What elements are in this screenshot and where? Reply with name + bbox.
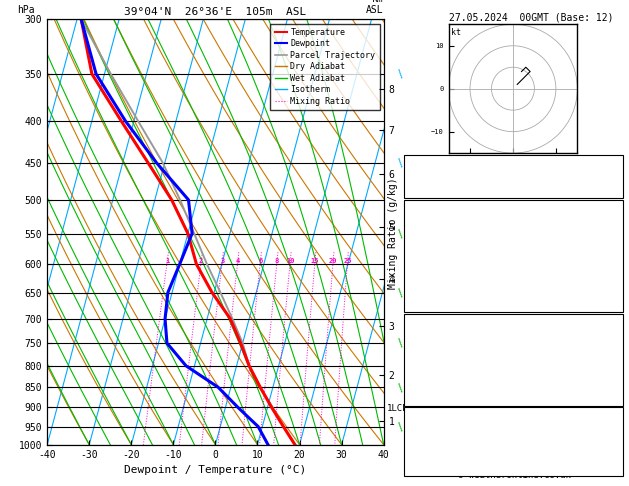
Text: 2: 2	[199, 258, 203, 264]
Text: 27.05.2024  00GMT (Base: 12): 27.05.2024 00GMT (Base: 12)	[449, 12, 614, 22]
Text: CAPE (J): CAPE (J)	[409, 269, 457, 279]
Text: 2: 2	[611, 255, 616, 265]
Text: © weatheronline.co.uk: © weatheronline.co.uk	[459, 471, 571, 480]
Text: 8: 8	[275, 258, 279, 264]
Text: 74°: 74°	[599, 449, 616, 459]
Text: Lifted Index: Lifted Index	[409, 356, 480, 366]
Text: 1.82: 1.82	[593, 185, 616, 195]
Text: kt: kt	[451, 28, 461, 37]
X-axis label: Dewpoint / Temperature (°C): Dewpoint / Temperature (°C)	[125, 465, 306, 475]
Text: 15: 15	[311, 258, 320, 264]
Text: 0: 0	[611, 370, 616, 380]
Text: CIN (J): CIN (J)	[409, 282, 450, 293]
Text: 11: 11	[604, 435, 616, 446]
Text: 20: 20	[329, 258, 337, 264]
Text: Hodograph: Hodograph	[487, 409, 540, 419]
Text: Totals Totals: Totals Totals	[409, 171, 486, 181]
Text: 3: 3	[220, 258, 225, 264]
Text: Surface: Surface	[493, 201, 534, 211]
Text: Pressure (mb): Pressure (mb)	[409, 329, 486, 339]
Text: 20: 20	[604, 157, 616, 168]
Text: 16: 16	[604, 422, 616, 432]
Text: 2: 2	[611, 356, 616, 366]
Text: StmDir: StmDir	[409, 449, 445, 459]
Text: 1000: 1000	[593, 329, 616, 339]
Text: /: /	[396, 156, 407, 169]
Text: PW (cm): PW (cm)	[409, 185, 450, 195]
Text: Lifted Index: Lifted Index	[409, 255, 480, 265]
Text: Most Unstable: Most Unstable	[476, 316, 552, 326]
Text: 4: 4	[236, 258, 240, 264]
Text: /: /	[396, 382, 407, 393]
Text: Dewp (°C): Dewp (°C)	[409, 228, 462, 238]
Text: 1LCL: 1LCL	[387, 404, 409, 413]
Text: km
ASL: km ASL	[366, 0, 384, 15]
Text: 45: 45	[604, 171, 616, 181]
Text: CIN (J): CIN (J)	[409, 383, 450, 394]
Text: 318: 318	[599, 343, 616, 353]
Text: /: /	[396, 421, 407, 433]
Text: K: K	[409, 157, 415, 168]
Text: StmSpd (kt): StmSpd (kt)	[409, 463, 474, 473]
Text: 25: 25	[343, 258, 352, 264]
Text: EH: EH	[409, 422, 421, 432]
Text: /: /	[396, 227, 407, 240]
Text: /: /	[396, 68, 407, 80]
Text: Temp (°C): Temp (°C)	[409, 214, 462, 225]
Text: θₑ (K): θₑ (K)	[409, 343, 445, 353]
Text: 12.5: 12.5	[593, 228, 616, 238]
Text: /: /	[396, 287, 407, 298]
Text: /: /	[396, 337, 407, 349]
Legend: Temperature, Dewpoint, Parcel Trajectory, Dry Adiabat, Wet Adiabat, Isotherm, Mi: Temperature, Dewpoint, Parcel Trajectory…	[270, 24, 379, 110]
Title: 39°04'N  26°36'E  105m  ASL: 39°04'N 26°36'E 105m ASL	[125, 7, 306, 17]
Text: 0: 0	[611, 269, 616, 279]
Text: 1: 1	[165, 258, 169, 264]
Text: 0: 0	[611, 383, 616, 394]
Text: 10: 10	[286, 258, 294, 264]
Text: 0: 0	[611, 282, 616, 293]
Text: 18.9: 18.9	[593, 214, 616, 225]
Text: CAPE (J): CAPE (J)	[409, 370, 457, 380]
Text: 318: 318	[599, 242, 616, 252]
Text: θₑ(K): θₑ(K)	[409, 242, 439, 252]
Text: hPa: hPa	[17, 5, 35, 15]
Text: 6: 6	[259, 258, 262, 264]
Text: 8: 8	[611, 463, 616, 473]
Text: Mixing Ratio (g/kg): Mixing Ratio (g/kg)	[388, 177, 398, 289]
Text: SREH: SREH	[409, 435, 433, 446]
